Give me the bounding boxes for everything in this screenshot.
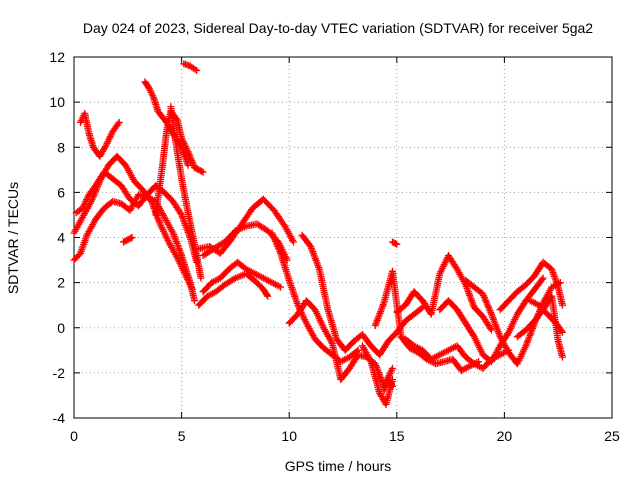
y-tick-label: -4 — [53, 410, 66, 426]
data-point-markers — [195, 270, 272, 309]
series-track-10 — [195, 270, 272, 309]
data-point-markers — [393, 252, 495, 334]
data-point-markers — [70, 152, 196, 293]
data-point-markers — [199, 258, 285, 296]
series-track-4 — [77, 109, 123, 160]
x-tick-labels: 0 5 10 15 20 25 — [70, 428, 620, 444]
data-points — [70, 60, 566, 408]
data-point-markers — [526, 297, 566, 336]
series-track-21 — [389, 238, 401, 248]
x-tick-label: 20 — [497, 428, 513, 444]
chart-title: Day 024 of 2023, Sidereal Day-to-day VTE… — [83, 20, 593, 36]
x-axis-label: GPS time / hours — [285, 458, 392, 474]
data-point-markers — [380, 373, 396, 395]
y-tick-labels: -4 -2 0 2 4 6 8 10 12 — [49, 49, 65, 426]
series-track-18 — [380, 373, 396, 395]
x-tick-label: 25 — [604, 428, 620, 444]
y-tick-label: 12 — [49, 49, 65, 65]
series-track-8 — [180, 60, 201, 74]
data-point-markers — [72, 168, 201, 266]
data-point-markers — [120, 234, 136, 246]
data-point-markers — [268, 229, 362, 366]
series-track-16 — [298, 231, 427, 359]
data-point-markers — [77, 109, 123, 160]
series-track-7 — [167, 103, 205, 282]
y-tick-label: 0 — [57, 320, 65, 336]
y-tick-label: 2 — [57, 275, 65, 291]
y-tick-label: 4 — [57, 230, 65, 246]
axis-ticks — [73, 56, 613, 419]
x-tick-label: 15 — [389, 428, 405, 444]
data-point-markers — [496, 258, 566, 314]
y-tick-label: 6 — [57, 184, 65, 200]
x-tick-label: 5 — [178, 428, 186, 444]
data-point-markers — [180, 60, 201, 74]
series-track-2 — [70, 152, 196, 293]
data-point-markers — [358, 342, 396, 408]
data-point-markers — [436, 274, 547, 366]
series-track-9 — [120, 234, 136, 246]
data-point-markers — [298, 231, 427, 359]
x-tick-label: 0 — [70, 428, 78, 444]
series-track-27 — [526, 297, 566, 336]
y-axis-label: SDTVAR / TECUs — [5, 182, 21, 294]
y-tick-label: 8 — [57, 139, 65, 155]
series-track-20 — [393, 252, 495, 334]
series-track-23 — [436, 274, 547, 366]
series-track-11 — [199, 258, 285, 296]
x-tick-label: 10 — [281, 428, 297, 444]
data-point-markers — [167, 103, 205, 282]
series-track-3 — [72, 168, 201, 266]
y-tick-label: 10 — [49, 94, 65, 110]
series-track-14 — [268, 229, 362, 366]
y-tick-label: -2 — [53, 365, 66, 381]
data-point-markers — [389, 238, 401, 248]
series-track-25 — [496, 258, 566, 314]
series-track-17 — [358, 342, 396, 408]
